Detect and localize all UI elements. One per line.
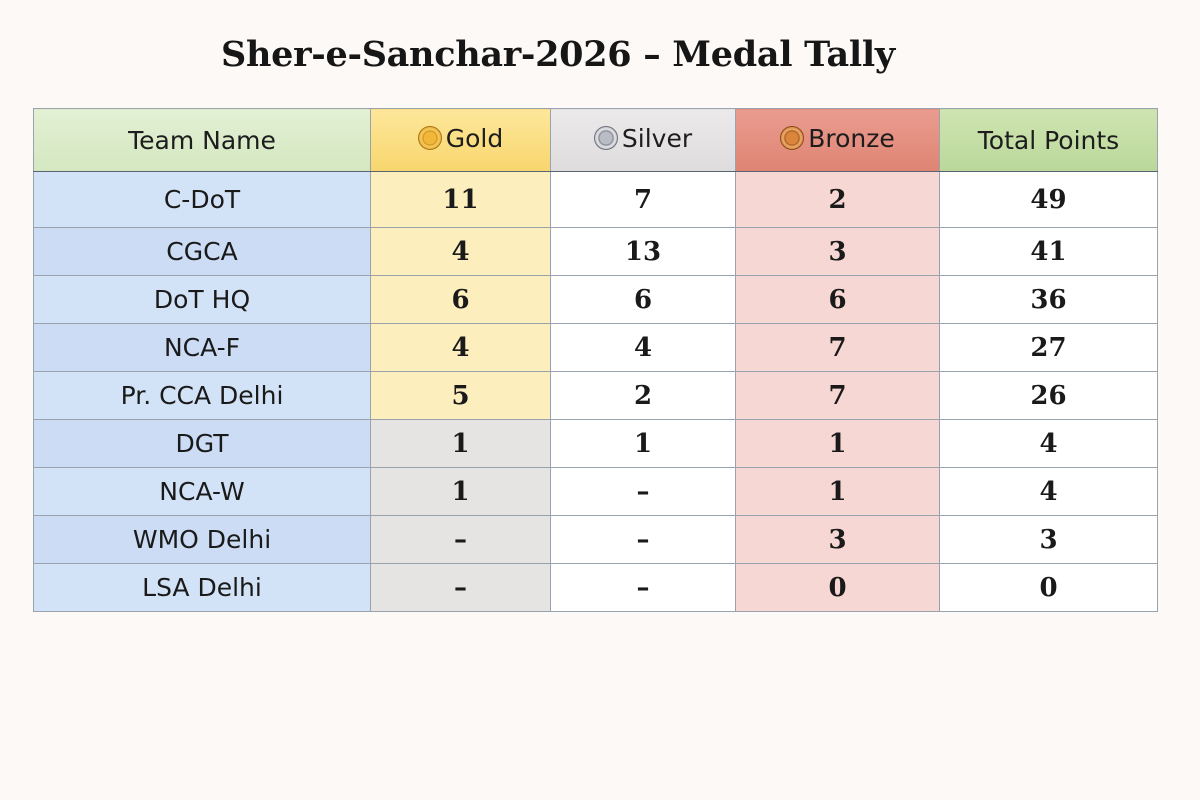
- column-header-team: Team Name: [33, 108, 371, 172]
- silver-count-cell: 2: [550, 371, 736, 420]
- gold-count-cell: 4: [370, 323, 551, 372]
- bronze-count-cell: 7: [735, 371, 940, 420]
- total-points-cell: 4: [939, 467, 1158, 516]
- table-row: NCA-F 4 4 7 27: [33, 323, 1158, 372]
- total-points-cell: 26: [939, 371, 1158, 420]
- bronze-count-cell: 3: [735, 515, 940, 564]
- silver-count-cell: –: [550, 563, 736, 612]
- team-name-cell: CGCA: [33, 227, 371, 276]
- table-body: C-DoT 11 7 2 49 CGCA 4 13 3 41 DoT HQ 6 6 6 36 NCA-F 4 4 7…: [33, 171, 1158, 612]
- table-row: C-DoT 11 7 2 49: [33, 171, 1158, 228]
- team-name-cell: NCA-F: [33, 323, 371, 372]
- team-name-cell: C-DoT: [33, 171, 371, 228]
- gold-count-cell: –: [370, 515, 551, 564]
- column-header-total-points: Total Points: [939, 108, 1158, 172]
- header-row: Team Name Gold Silver: [33, 108, 1158, 172]
- gold-count-cell: 4: [370, 227, 551, 276]
- bronze-count-cell: 1: [735, 419, 940, 468]
- column-header-label: Total Points: [977, 125, 1120, 155]
- team-name-cell: DGT: [33, 419, 371, 468]
- column-header-label: Silver: [621, 123, 693, 153]
- gold-count-cell: 5: [370, 371, 551, 420]
- team-name-cell: WMO Delhi: [33, 515, 371, 564]
- silver-count-cell: 4: [550, 323, 736, 372]
- medal-tally-table: Team Name Gold Silver: [33, 108, 1158, 612]
- table-row: WMO Delhi – –3 3: [33, 515, 1158, 564]
- gold-count-cell: 1: [370, 419, 551, 468]
- column-header-label: Gold: [445, 123, 504, 153]
- total-points-cell: 36: [939, 275, 1158, 324]
- bronze-count-cell: 0: [735, 563, 940, 612]
- bronze-count-cell: 3: [735, 227, 940, 276]
- gold-medal-icon: [417, 126, 442, 151]
- column-header-bronze: Bronze: [735, 108, 940, 172]
- team-name-cell: Pr. CCA Delhi: [33, 371, 371, 420]
- table-row: Pr. CCA Delhi 5 2 7 26: [33, 371, 1158, 420]
- table-row: DoT HQ 6 6 6 36: [33, 275, 1158, 324]
- team-name-cell: LSA Delhi: [33, 563, 371, 612]
- silver-count-cell: 1: [550, 419, 736, 468]
- gold-count-cell: 6: [370, 275, 551, 324]
- gold-count-cell: –: [370, 563, 551, 612]
- team-name-cell: NCA-W: [33, 467, 371, 516]
- silver-medal-icon: [593, 126, 618, 151]
- silver-count-cell: 13: [550, 227, 736, 276]
- gold-count-cell: 1: [370, 467, 551, 516]
- table-row: LSA Delhi – –0 0: [33, 563, 1158, 612]
- column-header-gold: Gold: [370, 108, 551, 172]
- total-points-cell: 41: [939, 227, 1158, 276]
- silver-count-cell: –: [550, 515, 736, 564]
- column-header-label: Team Name: [128, 125, 276, 155]
- gold-count-cell: 11: [370, 171, 551, 228]
- total-points-cell: 3: [939, 515, 1158, 564]
- total-points-cell: 0: [939, 563, 1158, 612]
- column-header-silver: Silver: [550, 108, 736, 172]
- bronze-count-cell: 6: [735, 275, 940, 324]
- total-points-cell: 49: [939, 171, 1158, 228]
- team-name-cell: DoT HQ: [33, 275, 371, 324]
- table-row: CGCA 4 13 3 41: [33, 227, 1158, 276]
- silver-count-cell: –: [550, 467, 736, 516]
- silver-count-cell: 7: [550, 171, 736, 228]
- total-points-cell: 4: [939, 419, 1158, 468]
- bronze-count-cell: 2: [735, 171, 940, 228]
- bronze-count-cell: 7: [735, 323, 940, 372]
- total-points-cell: 27: [939, 323, 1158, 372]
- table-row: NCA-W 1–1 4: [33, 467, 1158, 516]
- bronze-medal-icon: [780, 126, 805, 151]
- column-header-label: Bronze: [808, 123, 895, 153]
- table-row: DGT 1 1 1 4: [33, 419, 1158, 468]
- bronze-count-cell: 1: [735, 467, 940, 516]
- silver-count-cell: 6: [550, 275, 736, 324]
- page-title: Sher-e-Sanchar-2026 – Medal Tally: [221, 34, 895, 75]
